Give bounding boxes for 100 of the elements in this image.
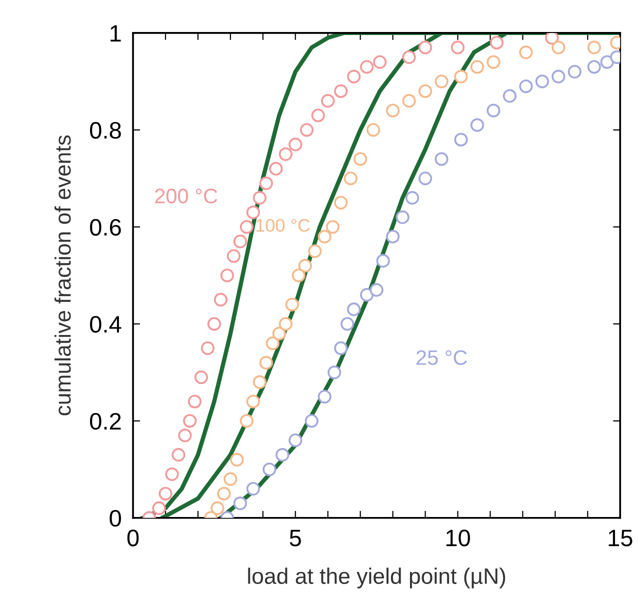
point — [308, 244, 322, 258]
point — [217, 486, 231, 500]
point — [207, 317, 222, 331]
point — [486, 104, 500, 118]
point — [434, 74, 448, 88]
y-tick-label: 0 — [110, 510, 121, 527]
point — [276, 448, 290, 462]
point — [298, 258, 312, 273]
point — [450, 40, 465, 54]
point — [178, 428, 192, 442]
point — [240, 414, 254, 428]
point — [158, 486, 172, 500]
point — [347, 302, 361, 316]
point — [252, 191, 266, 205]
point — [334, 341, 348, 355]
series-label: 100 °C — [256, 218, 310, 232]
point — [214, 292, 228, 306]
point — [278, 147, 292, 161]
point — [240, 220, 254, 234]
point — [328, 366, 342, 380]
point — [568, 64, 582, 79]
point — [210, 501, 224, 515]
point — [233, 496, 247, 510]
point — [311, 108, 325, 122]
y-tick-label: 0.6 — [90, 218, 121, 236]
x-tick-label: 10 — [446, 530, 470, 546]
point — [292, 268, 306, 282]
point — [386, 104, 400, 118]
point — [454, 70, 468, 84]
point — [288, 433, 302, 448]
point — [418, 40, 432, 54]
point — [535, 74, 550, 88]
point — [600, 55, 614, 69]
point — [200, 341, 215, 355]
point — [344, 172, 358, 186]
point — [278, 317, 292, 331]
point — [165, 467, 179, 482]
point — [370, 283, 384, 297]
point — [519, 79, 533, 94]
point — [272, 326, 286, 340]
point — [552, 40, 566, 54]
text: 25 °C — [416, 350, 468, 365]
point — [376, 254, 390, 268]
point — [587, 40, 601, 54]
point — [418, 172, 432, 186]
point — [318, 230, 332, 244]
point — [172, 448, 186, 462]
point — [288, 138, 302, 152]
point — [334, 196, 348, 210]
point — [188, 394, 202, 408]
point — [304, 414, 318, 428]
x-tick-label: 5 — [290, 530, 301, 546]
point — [334, 84, 348, 98]
y-axis-title: cumulative fraction of events — [54, 135, 71, 416]
point — [266, 336, 280, 350]
point — [418, 84, 432, 98]
point — [220, 268, 234, 282]
point — [224, 472, 238, 486]
point — [373, 55, 387, 69]
point — [230, 452, 244, 467]
point — [340, 317, 354, 331]
point — [552, 70, 566, 84]
point — [396, 210, 410, 224]
point — [354, 152, 368, 166]
x-axis-title: load at the yield point (µN) — [248, 568, 506, 588]
point — [486, 55, 500, 69]
x-tick-label: 15 — [608, 530, 632, 546]
point — [490, 36, 504, 50]
point — [347, 70, 361, 84]
point — [587, 60, 601, 74]
point — [252, 375, 266, 389]
point — [519, 46, 533, 60]
y-tick-label: 1 — [110, 25, 121, 42]
y-tick-label: 0.4 — [90, 316, 122, 333]
point — [360, 288, 374, 302]
point — [262, 462, 276, 476]
point — [226, 249, 240, 263]
point — [386, 230, 400, 244]
point — [366, 123, 380, 137]
point — [321, 94, 335, 108]
point — [152, 501, 166, 515]
point — [183, 414, 197, 428]
point — [326, 220, 340, 234]
point — [246, 482, 260, 496]
point — [470, 118, 484, 132]
point — [470, 60, 484, 74]
point — [360, 60, 374, 74]
series-label: 200 °C — [155, 188, 218, 204]
point — [194, 370, 208, 384]
point — [402, 94, 416, 108]
point — [285, 298, 299, 312]
point — [259, 356, 273, 370]
x-tick-label: 0 — [127, 530, 139, 546]
point — [434, 152, 448, 166]
point — [246, 206, 260, 220]
point — [454, 132, 468, 146]
point — [545, 32, 559, 45]
point — [259, 176, 273, 190]
point — [300, 123, 314, 137]
point — [246, 394, 260, 408]
